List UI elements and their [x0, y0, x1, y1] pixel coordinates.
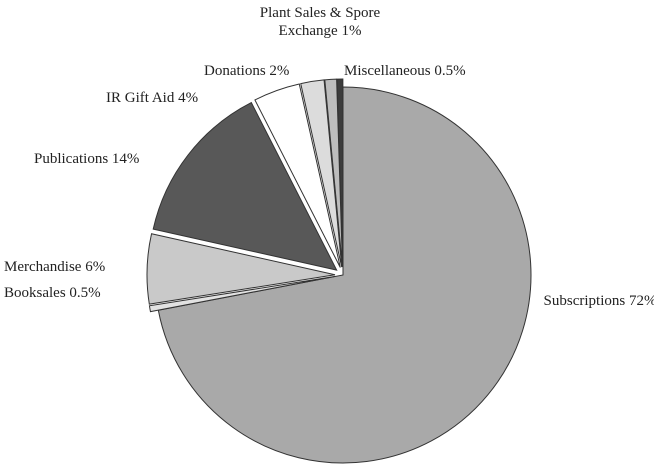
pie-slice — [157, 86, 532, 464]
value-label: 0.5% — [69, 285, 101, 301]
value-label: 4% — [178, 90, 199, 106]
value-label: 72% — [628, 293, 654, 309]
category-label: Subscriptions — [543, 293, 626, 309]
pie-slice — [336, 78, 344, 268]
pie-slice — [146, 233, 336, 305]
category-label: Publications — [34, 151, 109, 167]
value-label: 14% — [111, 151, 140, 167]
category-label: Miscellaneous — [344, 63, 431, 79]
category-label: Donations — [204, 63, 266, 79]
slice-label: Miscellaneous 0.5% — [344, 62, 504, 80]
pie-slice — [254, 83, 341, 268]
value-label: 1% — [341, 23, 362, 39]
slice-label: Publications 14% — [34, 150, 184, 168]
slice-label: Booksales 0.5% — [4, 284, 154, 302]
pie-slice — [152, 101, 338, 271]
pie-slice — [148, 275, 336, 313]
slice-label: Merchandise 6% — [4, 258, 154, 276]
category-label: Booksales — [4, 285, 66, 301]
slice-label: Plant Sales & Spore Exchange 1% — [245, 4, 395, 40]
category-label: IR Gift Aid — [106, 90, 175, 106]
pie-slice — [300, 79, 343, 268]
slice-label: Donations 2% — [204, 62, 324, 80]
value-label: 0.5% — [434, 63, 466, 79]
value-label: 2% — [269, 63, 290, 79]
slice-label: Subscriptions 72% — [540, 292, 654, 310]
category-label: Merchandise — [4, 259, 82, 275]
category-label: Plant Sales & Spore Exchange — [259, 5, 381, 39]
value-label: 6% — [85, 259, 106, 275]
slice-label: IR Gift Aid 4% — [106, 89, 256, 107]
